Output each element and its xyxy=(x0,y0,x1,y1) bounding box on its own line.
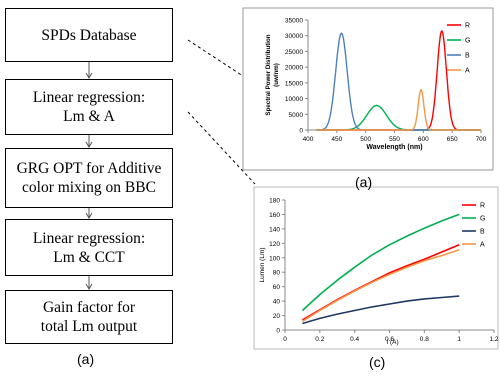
x-tick-label: 0.8 xyxy=(420,336,429,343)
x-tick-label: 400 xyxy=(303,136,314,143)
x-tick-label: 0.2 xyxy=(315,336,324,343)
y-tick-label: 35000 xyxy=(285,18,303,25)
legend-label-R: R xyxy=(465,23,470,30)
chart-c-caption: (c) xyxy=(369,354,386,370)
y-tick-label: 25000 xyxy=(285,49,303,56)
y-tick-label: 30000 xyxy=(285,33,303,40)
flow-step-spds-database: SPDs Database xyxy=(5,8,173,62)
y-axis-label: Lumen (Lm) xyxy=(259,247,266,282)
lumen-chart: 0 20 40 60 80 100 120 140 160 180 0 0.2 0.4 0.6 0.8 1 1.… xyxy=(259,198,499,347)
y-axis-label: Spectral Power Distribution(uw/nm) xyxy=(265,34,280,115)
series-line-A xyxy=(301,249,460,322)
legend-label-B: B xyxy=(480,229,485,236)
spd-chart: 0 5000 10000 15000 20000 25000 30000 35000 400 45… xyxy=(265,18,487,152)
flow-step-label: SPDs Database xyxy=(41,26,137,44)
flow-step-grg-opt: GRG OPT for Additive color mixing on BBC xyxy=(5,148,173,208)
flow-step-linear-regression-lm-cct: Linear regression: Lm & CCT xyxy=(5,219,173,276)
y-tick-label: 10000 xyxy=(285,96,303,103)
x-tick-label: 450 xyxy=(331,136,342,143)
y-tick-label: 80 xyxy=(273,270,281,277)
x-tick-label: 550 xyxy=(389,136,400,143)
x-tick-label: 1.2 xyxy=(489,336,498,343)
chart-c-frame xyxy=(253,186,499,350)
flow-arrows xyxy=(85,62,93,290)
x-tick-label: 0 xyxy=(283,336,287,343)
legend-label-G: G xyxy=(465,38,470,45)
y-tick-label: 5000 xyxy=(289,112,304,119)
x-tick-label: 700 xyxy=(476,136,487,143)
x-tick-label: 600 xyxy=(418,136,429,143)
y-tick-label: 0 xyxy=(299,128,303,135)
y-tick-label: 180 xyxy=(269,198,280,205)
x-tick-label: 1 xyxy=(457,336,461,343)
legend-label-A: A xyxy=(465,68,470,75)
flow-step-gain-factor: Gain factor for total Lm output xyxy=(5,290,173,344)
legend-label-R: R xyxy=(480,203,485,210)
y-tick-label: 0 xyxy=(276,328,280,335)
x-axis-label: I (A) xyxy=(386,339,398,346)
x-axis-label: Wavelength (nm) xyxy=(366,144,422,151)
y-tick-label: 15000 xyxy=(285,80,303,87)
legend-label-A: A xyxy=(480,242,485,249)
flow-step-label: Linear regression: Lm & CCT xyxy=(32,229,146,266)
chart-a-frame xyxy=(242,7,494,171)
y-axis-label-line: Spectral Power Distribution xyxy=(265,34,272,115)
y-tick-label: 120 xyxy=(269,241,280,248)
y-tick-label: 20 xyxy=(273,313,281,320)
y-tick-label: 20000 xyxy=(285,65,303,72)
y-tick-label: 60 xyxy=(273,284,281,291)
y-tick-label: 100 xyxy=(269,255,280,262)
series-line-G xyxy=(301,213,460,312)
flow-step-label: GRG OPT for Additive color mixing on BBC xyxy=(16,160,162,196)
flowchart-caption: (a) xyxy=(77,351,95,367)
x-tick-label: 0.6 xyxy=(385,336,394,343)
y-tick-label: 160 xyxy=(269,212,280,219)
x-tick-label: 0.4 xyxy=(350,336,359,343)
flow-step-label: Linear regression: Lm & A xyxy=(32,89,146,125)
flow-step-label: Gain factor for total Lm output xyxy=(40,299,138,335)
y-axis-label-line: (uw/nm) xyxy=(273,63,280,87)
x-tick-label: 500 xyxy=(360,136,371,143)
legend-label-B: B xyxy=(465,53,470,60)
legend-label-G: G xyxy=(480,216,485,223)
x-tick-label: 650 xyxy=(447,136,458,143)
series-line-A xyxy=(316,88,481,131)
y-tick-label: 140 xyxy=(269,226,280,233)
y-tick-label: 40 xyxy=(273,299,281,306)
chart-a-caption: (a) xyxy=(355,174,373,190)
series-line-B xyxy=(302,295,460,325)
flow-step-linear-regression-lm-a: Linear regression: Lm & A xyxy=(5,79,173,135)
dashed-leader-lines xyxy=(187,39,256,185)
